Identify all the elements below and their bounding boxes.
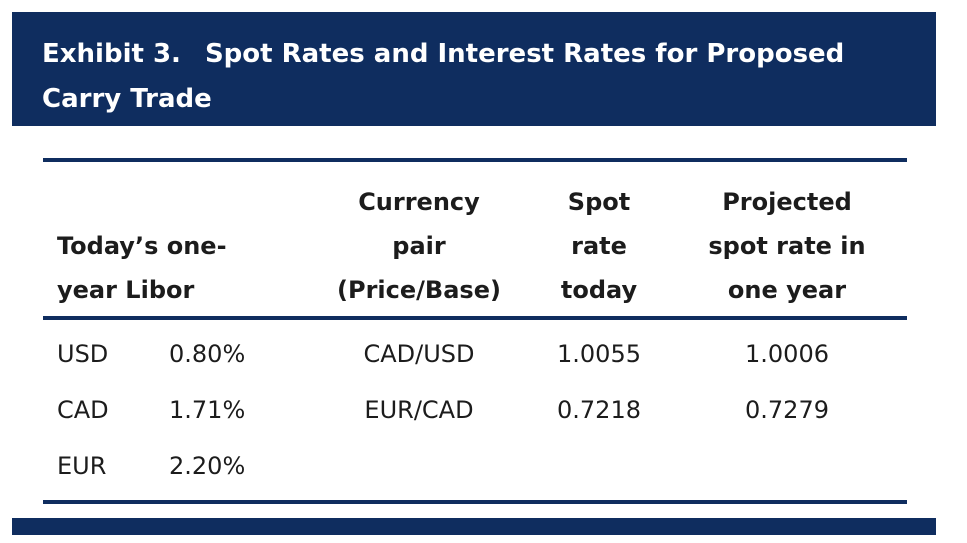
currency-pair-cell: EUR/CAD <box>364 396 474 424</box>
spot-rate-cell <box>531 438 667 502</box>
libor-cell: EUR 2.20% <box>43 438 307 502</box>
libor-rate: 1.71% <box>169 396 246 424</box>
table-row: CAD 1.71% EUR/CAD 0.7218 0.7279 <box>43 382 907 438</box>
header-row: Today’s one- year Libor Currency pair (P… <box>43 160 907 318</box>
projected-rate-cell: 0.7279 <box>745 396 829 424</box>
header-spot-line-1: Spot <box>567 188 631 216</box>
spot-rate-cell: 1.0055 <box>557 340 641 368</box>
spot-rate-cell: 0.7218 <box>557 396 641 424</box>
exhibit-label: Exhibit 3. <box>42 39 181 69</box>
header-libor: Today’s one- year Libor <box>43 160 307 318</box>
header-projected-line-3: one year <box>727 276 847 304</box>
header-spot-rate: Spot rate today <box>531 160 667 318</box>
header-libor-line-2: year Libor <box>57 276 195 304</box>
header-pair-line-1: Currency <box>358 188 480 216</box>
libor-rate: 2.20% <box>169 452 246 480</box>
rates-table: Today’s one- year Libor Currency pair (P… <box>43 158 907 504</box>
currency-pair-cell <box>307 438 531 502</box>
table-row: USD 0.80% CAD/USD 1.0055 1.0006 <box>43 318 907 382</box>
currency-code: CAD <box>57 396 109 424</box>
currency-pair-cell: CAD/USD <box>363 340 475 368</box>
header-spot-line-3: today <box>560 276 638 304</box>
exhibit-header: Exhibit 3. Spot Rates and Interest Rates … <box>12 12 936 126</box>
header-pair-line-3: (Price/Base) <box>337 276 501 304</box>
exhibit-title: Exhibit 3. Spot Rates and Interest Rates … <box>42 32 908 122</box>
table-row: EUR 2.20% <box>43 438 907 502</box>
header-projected-rate: Projected spot rate in one year <box>667 160 907 318</box>
header-libor-line-1: Today’s one- <box>57 232 227 260</box>
libor-cell: USD 0.80% <box>43 318 307 382</box>
header-currency-pair: Currency pair (Price/Base) <box>307 160 531 318</box>
exhibit-footer-bar <box>12 518 936 535</box>
currency-code: USD <box>57 340 109 368</box>
projected-rate-cell <box>667 438 907 502</box>
exhibit-title-line-1: Spot Rates and Interest Rates for Propos… <box>204 39 845 69</box>
header-pair-line-2: pair <box>392 232 446 260</box>
header-projected-line-2: spot rate in <box>708 232 866 260</box>
libor-rate: 0.80% <box>169 340 246 368</box>
currency-code: EUR <box>57 452 107 480</box>
projected-rate-cell: 1.0006 <box>745 340 829 368</box>
exhibit-title-line-2: Carry Trade <box>42 84 212 114</box>
header-spot-line-2: rate <box>571 232 627 260</box>
header-projected-line-1: Projected <box>722 188 852 216</box>
libor-cell: CAD 1.71% <box>43 382 307 438</box>
